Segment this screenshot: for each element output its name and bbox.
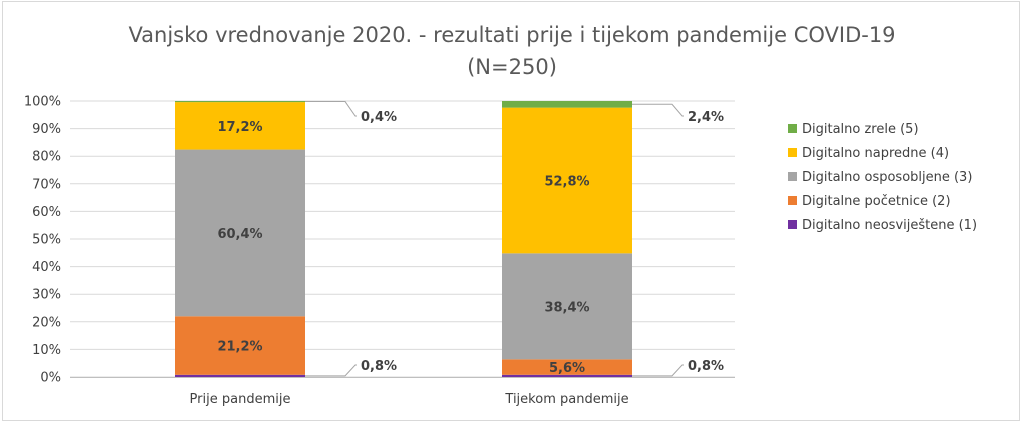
legend-label: Digitalne početnice (2) bbox=[802, 194, 951, 209]
bar-segment bbox=[502, 101, 632, 108]
y-tick-label: 60% bbox=[32, 205, 61, 220]
legend-label: Digitalno napredne (4) bbox=[802, 146, 949, 161]
data-label: 52,8% bbox=[544, 174, 589, 189]
data-label: 2,4% bbox=[688, 110, 724, 125]
data-label: 17,2% bbox=[217, 120, 262, 135]
bar-segment bbox=[502, 107, 632, 254]
callout-leader bbox=[632, 364, 684, 377]
callout-leader bbox=[305, 101, 357, 117]
data-label: 5,6% bbox=[549, 361, 585, 376]
x-category-label: Tijekom pandemije bbox=[504, 392, 628, 407]
callout-leader bbox=[632, 103, 684, 117]
x-category-label: Prije pandemije bbox=[190, 392, 291, 407]
legend-swatch bbox=[788, 124, 797, 133]
y-tick-label: 90% bbox=[32, 122, 61, 137]
data-label: 38,4% bbox=[544, 300, 589, 315]
x-axis: Prije pandemije Tijekom pandemije bbox=[70, 377, 735, 407]
bar-segment bbox=[175, 101, 305, 103]
bar-segment bbox=[502, 253, 632, 360]
y-tick-label: 70% bbox=[32, 177, 61, 192]
data-label: 0,4% bbox=[361, 110, 397, 125]
data-label: 0,8% bbox=[361, 359, 397, 374]
data-labels: 0,8% 21,2% 60,4% 17,2% 0,4% 0,8% 5,6% 38,4% 52,8… bbox=[217, 101, 724, 377]
y-tick-label: 80% bbox=[32, 150, 61, 165]
data-label: 60,4% bbox=[217, 227, 262, 242]
legend-label: Digitalno neosviještene (1) bbox=[802, 218, 977, 233]
y-tick-label: 10% bbox=[32, 343, 61, 358]
bar-segment bbox=[175, 149, 305, 317]
chart-title: Vanjsko vrednovanje 2020. - rezultati pr… bbox=[128, 23, 895, 47]
bar-segment bbox=[502, 359, 632, 375]
chart-subtitle: (N=250) bbox=[467, 55, 557, 79]
legend: Digitalno zrele (5) Digitalno napredne (4… bbox=[788, 122, 977, 233]
y-tick-label: 30% bbox=[32, 288, 61, 303]
y-tick-label: 20% bbox=[32, 315, 61, 330]
y-tick-label: 0% bbox=[40, 371, 61, 386]
data-label: 21,2% bbox=[217, 340, 262, 355]
bar-segment bbox=[175, 102, 305, 150]
y-tick-label: 40% bbox=[32, 260, 61, 275]
legend-swatch bbox=[788, 196, 797, 205]
callout-leader bbox=[305, 364, 357, 377]
bar-segment bbox=[175, 374, 305, 377]
data-label: 0,8% bbox=[688, 359, 724, 374]
y-tick-label: 50% bbox=[32, 233, 61, 248]
y-axis: 0% 10% 20% 30% 40% 50% 60% 70% 80% 90% 100% bbox=[24, 95, 61, 386]
legend-label: Digitalno zrele (5) bbox=[802, 122, 919, 137]
bar-segment bbox=[502, 374, 632, 377]
bar-segment bbox=[175, 316, 305, 375]
y-tick-label: 100% bbox=[24, 95, 61, 110]
legend-swatch bbox=[788, 220, 797, 229]
gridlines bbox=[70, 100, 735, 378]
legend-swatch bbox=[788, 148, 797, 157]
legend-swatch bbox=[788, 172, 797, 181]
legend-label: Digitalno osposobljene (3) bbox=[802, 170, 972, 185]
bars bbox=[175, 101, 632, 377]
